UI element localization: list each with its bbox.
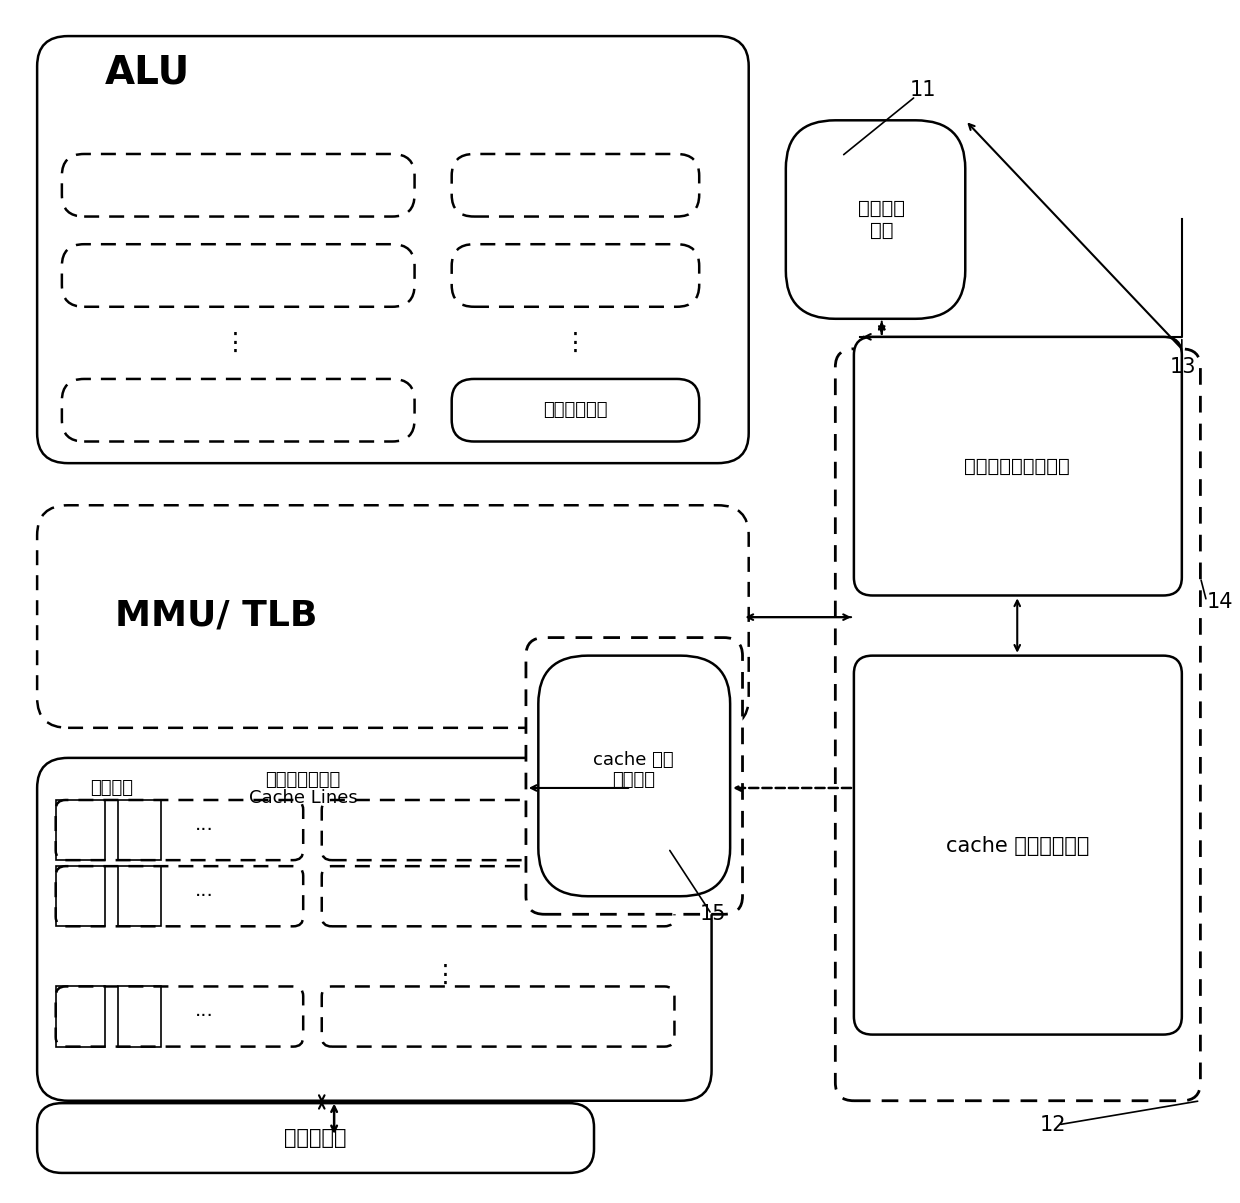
Text: cache 指令生成单元: cache 指令生成单元 (946, 836, 1089, 855)
Text: MMU/ TLB: MMU/ TLB (115, 599, 317, 633)
Text: ···: ··· (195, 1007, 213, 1026)
Text: 13: 13 (1169, 357, 1195, 377)
Text: ⋮: ⋮ (563, 331, 588, 355)
Text: 15: 15 (699, 905, 725, 924)
FancyBboxPatch shape (56, 866, 304, 926)
Text: ⋮: ⋮ (223, 331, 248, 355)
FancyBboxPatch shape (451, 379, 699, 442)
Text: 状态标识: 状态标识 (89, 780, 133, 796)
FancyBboxPatch shape (56, 986, 304, 1047)
FancyBboxPatch shape (321, 800, 675, 860)
Text: ···: ··· (195, 887, 213, 906)
FancyBboxPatch shape (56, 800, 304, 860)
FancyBboxPatch shape (37, 36, 749, 463)
FancyBboxPatch shape (451, 244, 699, 307)
FancyBboxPatch shape (62, 154, 414, 217)
FancyBboxPatch shape (321, 986, 675, 1047)
Text: Cache Lines: Cache Lines (249, 789, 357, 806)
FancyBboxPatch shape (538, 656, 730, 896)
Text: 12: 12 (1039, 1115, 1066, 1134)
FancyBboxPatch shape (836, 349, 1200, 1101)
FancyBboxPatch shape (321, 866, 675, 926)
Text: ⋮: ⋮ (433, 962, 458, 986)
FancyBboxPatch shape (854, 337, 1182, 595)
FancyBboxPatch shape (62, 244, 414, 307)
Text: 栈指针寄存器: 栈指针寄存器 (543, 402, 608, 419)
FancyBboxPatch shape (37, 758, 712, 1101)
FancyBboxPatch shape (37, 505, 749, 728)
FancyBboxPatch shape (854, 656, 1182, 1035)
FancyBboxPatch shape (786, 120, 965, 319)
FancyBboxPatch shape (451, 154, 699, 217)
Text: cache 操作
控制单元: cache 操作 控制单元 (593, 751, 673, 789)
Text: ALU: ALU (105, 53, 191, 91)
FancyBboxPatch shape (37, 1103, 594, 1173)
FancyBboxPatch shape (526, 638, 743, 914)
FancyBboxPatch shape (62, 379, 414, 442)
Text: 地址检测
模块: 地址检测 模块 (858, 198, 905, 239)
Text: 高速缓存行单元: 高速缓存行单元 (265, 771, 341, 788)
Text: 11: 11 (910, 81, 936, 100)
Text: 地址和操作生成单元: 地址和操作生成单元 (965, 457, 1070, 476)
Text: 下级存储器: 下级存储器 (284, 1128, 347, 1148)
Text: ···: ··· (195, 820, 213, 840)
Text: 14: 14 (1207, 592, 1233, 611)
